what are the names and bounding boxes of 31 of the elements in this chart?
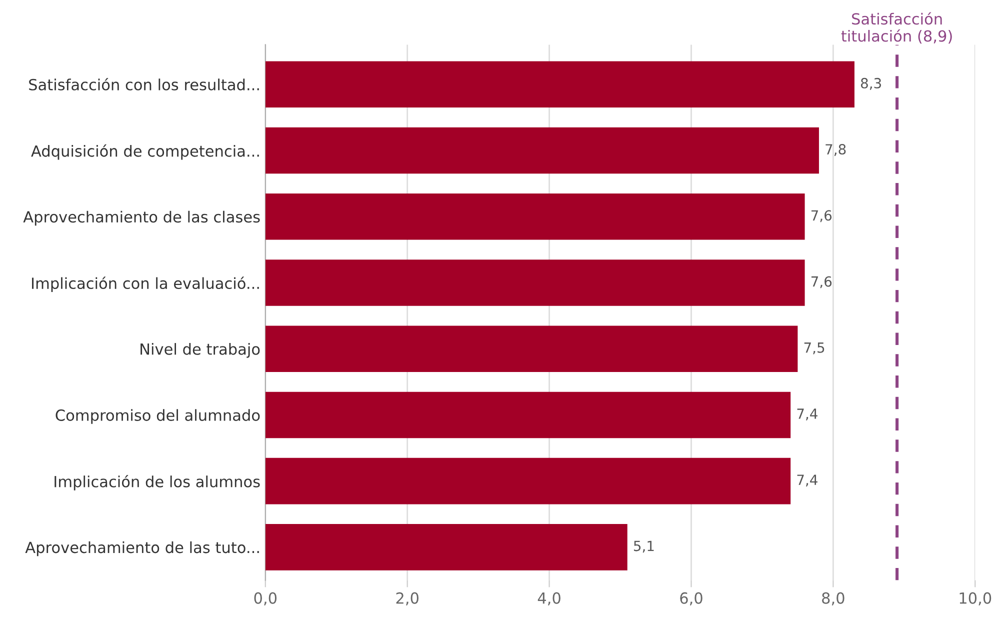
data-label: 7,4 bbox=[797, 408, 818, 420]
data-label: 7,8 bbox=[826, 144, 846, 156]
x-tick-label: 0,0 bbox=[254, 592, 277, 606]
x-tick-label: 2,0 bbox=[396, 592, 418, 606]
y-tick-label: Implicación con la evaluació... bbox=[32, 276, 259, 292]
y-tick-label: Nivel de trabajo bbox=[140, 343, 260, 358]
bar bbox=[265, 127, 819, 174]
bar bbox=[265, 326, 798, 372]
data-label: 5,1 bbox=[634, 540, 654, 553]
bar bbox=[265, 193, 805, 240]
y-tick-label: Implicación de los alumnos bbox=[54, 474, 260, 490]
bar bbox=[265, 61, 854, 108]
data-label: 8,3 bbox=[860, 78, 881, 90]
y-tick-label: Adquisición de competencia... bbox=[31, 144, 259, 160]
data-label: 7,4 bbox=[797, 474, 818, 487]
data-label: 7,5 bbox=[804, 342, 824, 354]
data-label: 7,6 bbox=[811, 210, 832, 222]
x-tick-label: 10,0 bbox=[960, 592, 992, 606]
bar bbox=[265, 524, 628, 570]
y-tick-label: Compromiso del alumnado bbox=[56, 409, 260, 424]
x-tick-label: 6,0 bbox=[680, 592, 702, 606]
y-tick-label: Satisfacción con los resultad... bbox=[29, 78, 259, 90]
data-label: 7,6 bbox=[811, 276, 832, 288]
x-tick-label: 4,0 bbox=[538, 592, 560, 606]
ref-line-label: Satisfacción titulación (8,9) bbox=[841, 12, 952, 44]
bar bbox=[265, 260, 805, 306]
y-tick-label: Aprovechamiento de las tuto... bbox=[25, 541, 259, 556]
bar bbox=[265, 392, 791, 438]
x-tick-label: 8,0 bbox=[822, 592, 844, 606]
y-tick-label: Aprovechamiento de las clases bbox=[23, 210, 260, 226]
bar bbox=[265, 458, 791, 504]
